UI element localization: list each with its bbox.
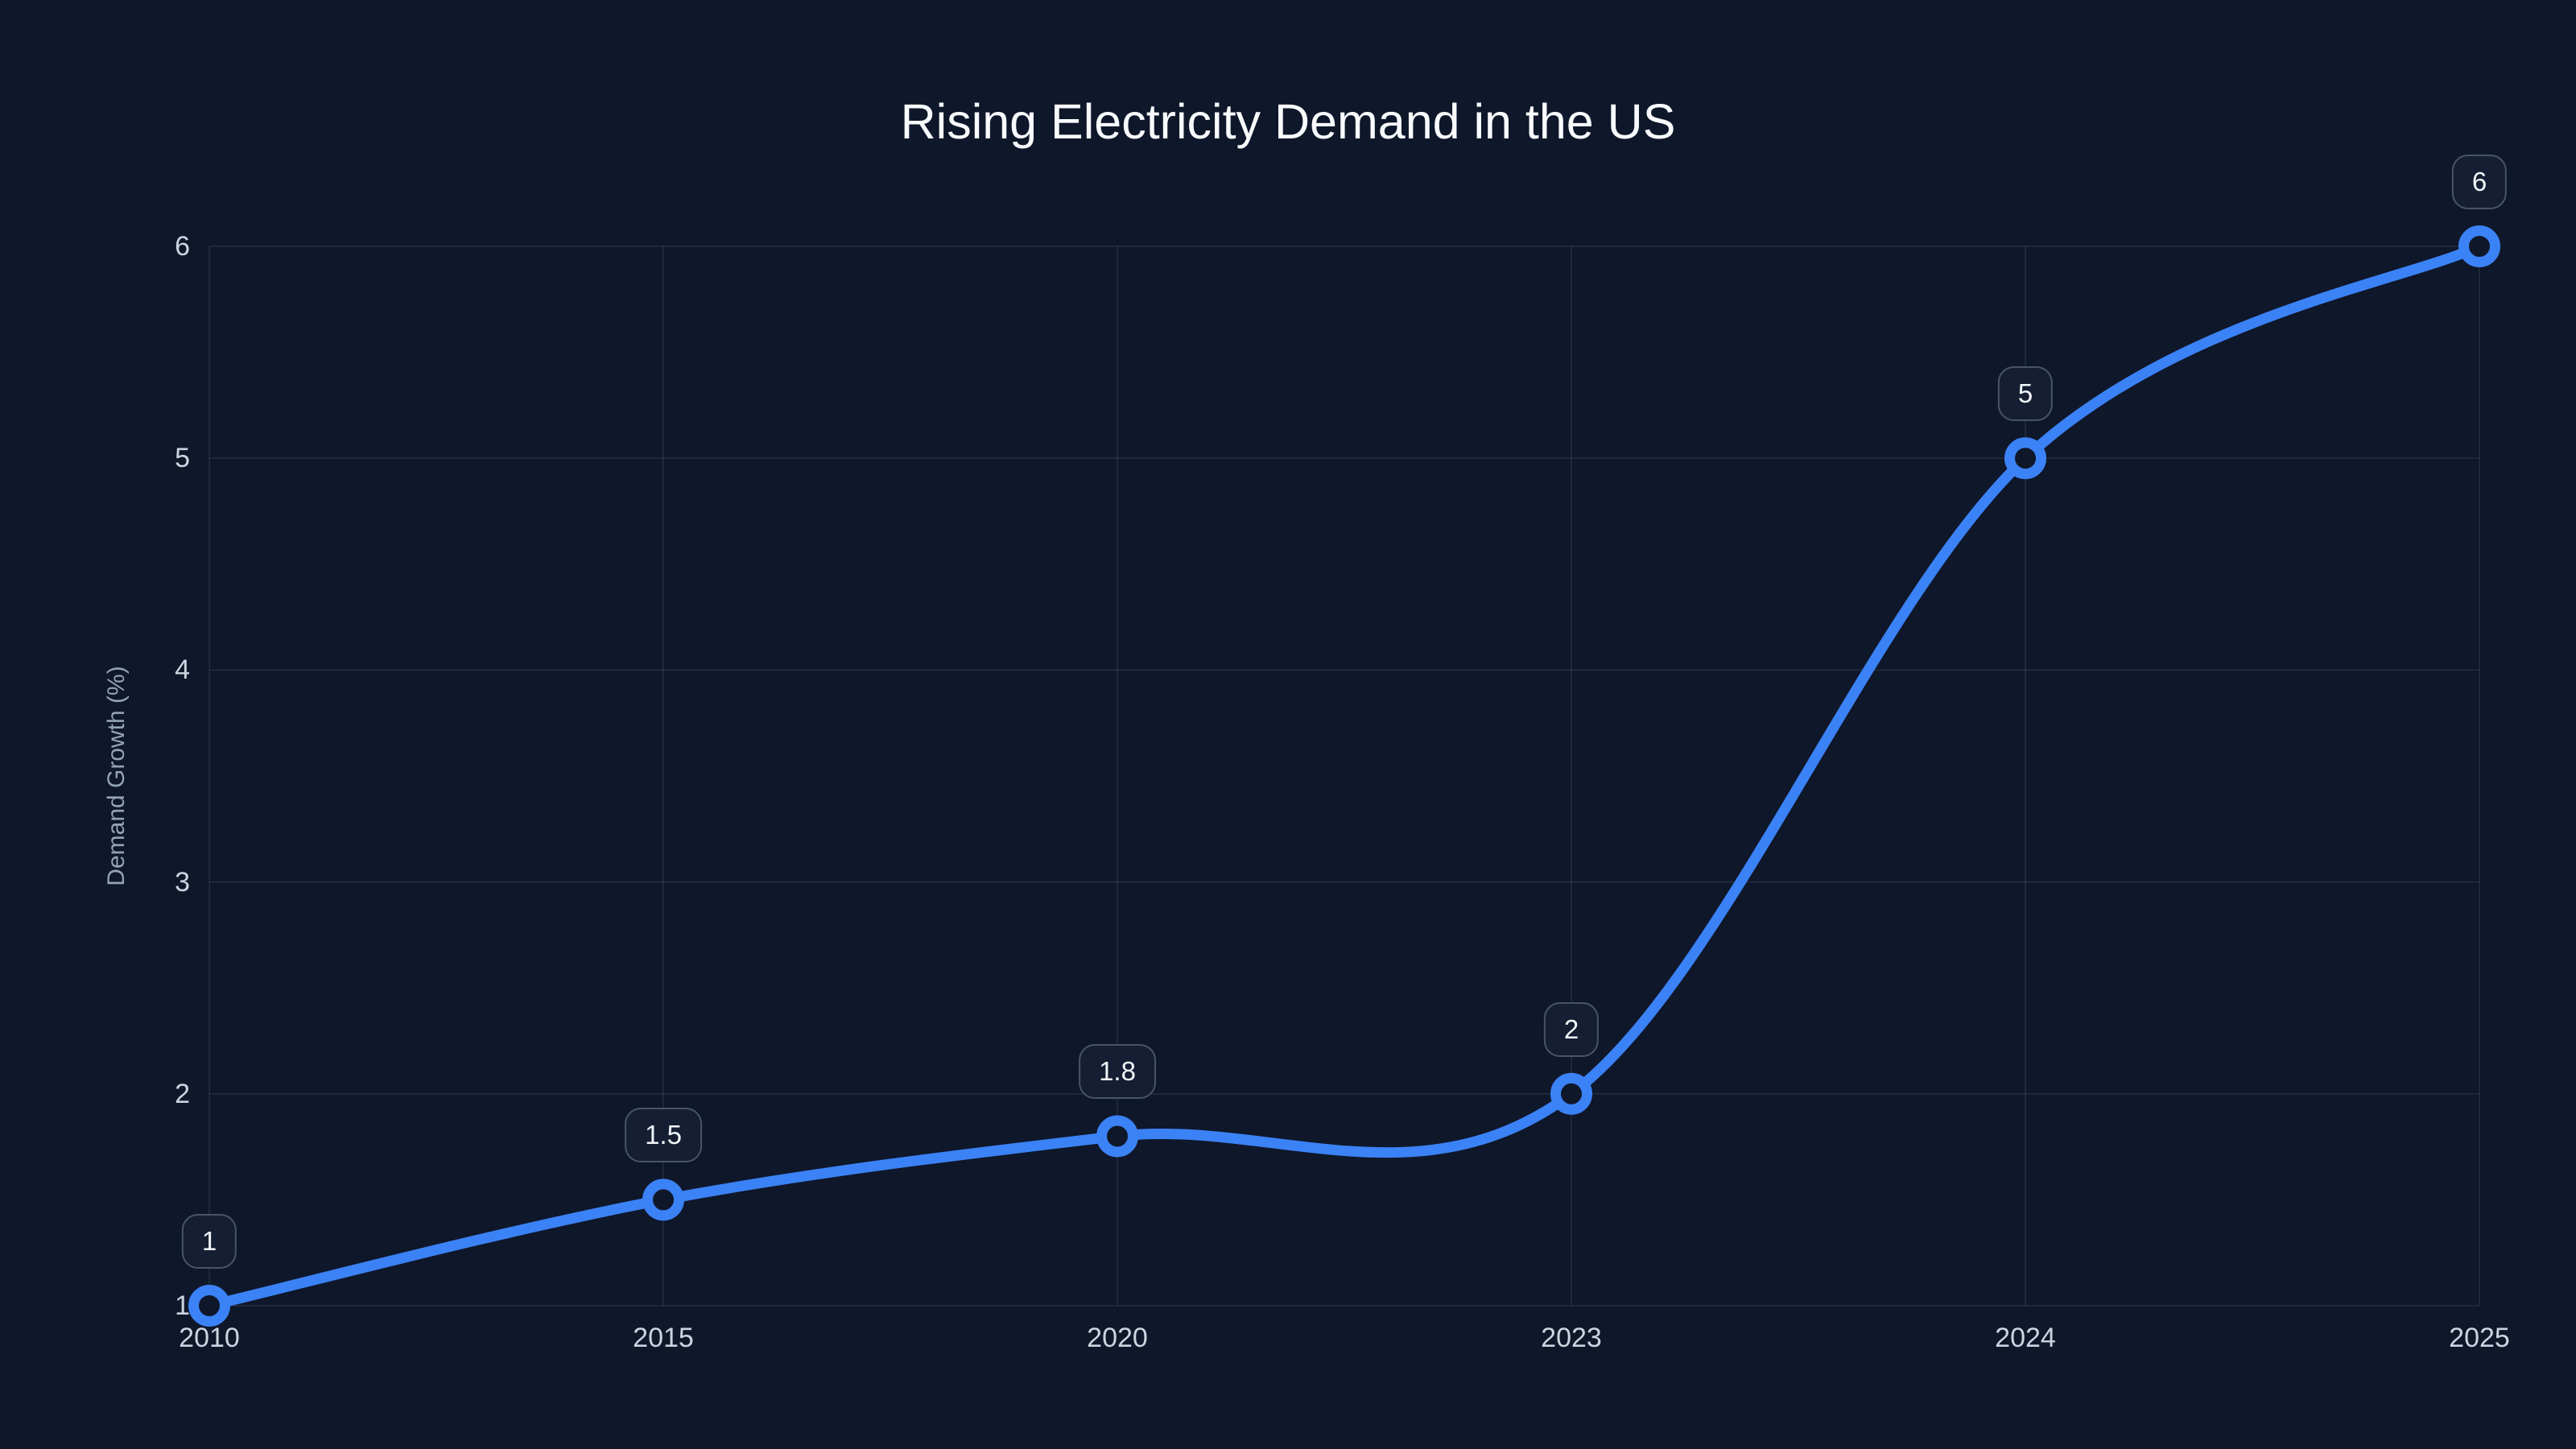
data-point-2024[interactable] (2004, 437, 2046, 480)
x-tick-2023: 2023 (1541, 1323, 1602, 1353)
y-tick-2: 2 (175, 1078, 190, 1109)
x-tick-2024: 2024 (1995, 1323, 2056, 1353)
data-point-2015[interactable] (642, 1179, 684, 1221)
y-tick-6: 6 (175, 231, 190, 262)
y-tick-1: 1 (175, 1290, 190, 1321)
point-label-2023: 2 (1543, 1001, 1600, 1057)
data-point-2023[interactable] (1550, 1072, 1592, 1115)
point-label-2020: 1.8 (1079, 1044, 1156, 1100)
x-tick-2020: 2020 (1087, 1323, 1148, 1353)
data-point-2010[interactable] (188, 1285, 230, 1327)
x-tick-2010: 2010 (179, 1323, 240, 1353)
x-tick-2025: 2025 (2449, 1323, 2510, 1353)
y-tick-3: 3 (175, 866, 190, 898)
demand-growth-line (204, 241, 2485, 1311)
point-label-2010: 1 (181, 1214, 237, 1269)
point-label-2024: 5 (1997, 366, 2054, 422)
point-label-2015: 1.5 (625, 1108, 702, 1163)
data-point-2020[interactable] (1096, 1115, 1138, 1158)
y-tick-5: 5 (175, 443, 190, 474)
data-point-2025[interactable] (2458, 225, 2500, 267)
point-label-2025: 6 (2451, 155, 2508, 209)
y-tick-4: 4 (175, 654, 190, 686)
x-tick-2015: 2015 (633, 1323, 694, 1353)
chart-title: Rising Electricity Demand in the US (900, 94, 1676, 149)
